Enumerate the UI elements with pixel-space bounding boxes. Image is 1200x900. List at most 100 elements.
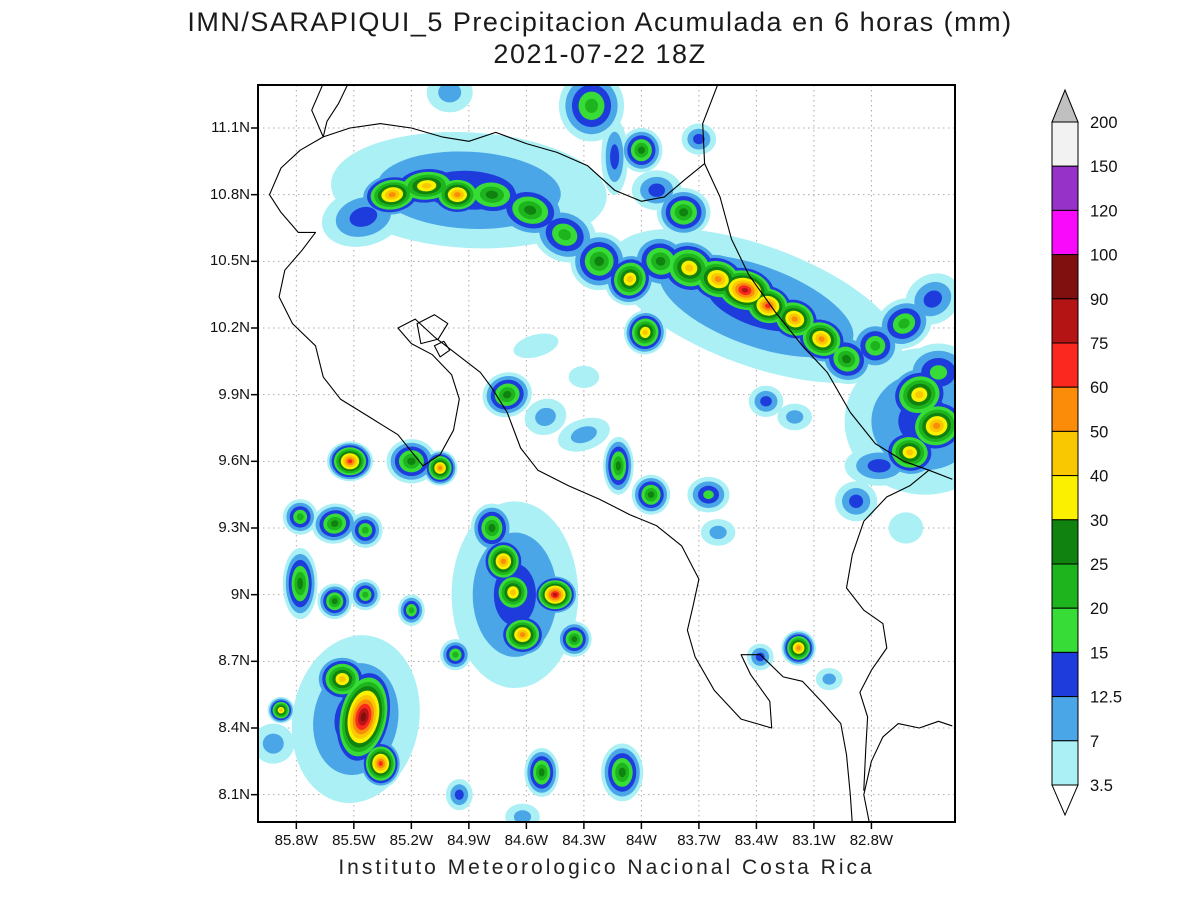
precip-contour — [585, 98, 598, 113]
y-tick-label: 9.3N — [218, 519, 250, 536]
colorbar-band — [1051, 475, 1079, 521]
precip-contour — [647, 491, 655, 499]
precip-contour — [279, 708, 283, 712]
precip-contour — [842, 354, 851, 364]
precip-contour — [513, 333, 559, 359]
precipitation-map-svg — [251, 84, 956, 829]
colorbar-level-label: 60 — [1090, 379, 1108, 397]
coastline — [322, 85, 349, 138]
colorbar-level-label: 50 — [1090, 423, 1108, 441]
precip-contour — [349, 206, 378, 227]
precip-contour — [626, 275, 634, 283]
precip-contour — [822, 673, 836, 685]
colorbar-level-label: 100 — [1090, 247, 1118, 265]
precip-contour — [818, 336, 825, 342]
coastline — [416, 314, 449, 345]
colorbar-level-label: 120 — [1090, 202, 1118, 220]
colorbar: 200 150 120 100 90 75 60 50 40 30 25 20 15 12.5 7 3.5 — [1048, 88, 1158, 828]
precip-contour — [454, 192, 461, 198]
precip-contour — [898, 318, 910, 329]
precip-contour — [610, 144, 620, 170]
precip-contour — [703, 490, 714, 500]
y-tick-label: 8.4N — [218, 719, 250, 736]
coastline — [702, 85, 953, 480]
colorbar-level-label: 30 — [1090, 512, 1108, 530]
precip-contour — [755, 652, 765, 662]
precip-contour — [361, 526, 369, 534]
precip-contour — [408, 607, 415, 614]
precip-contour — [568, 365, 600, 388]
precip-contour — [786, 410, 804, 424]
coastline — [845, 469, 930, 791]
precip-contour — [923, 290, 943, 308]
precip-contour — [791, 316, 798, 322]
coastline — [322, 123, 706, 202]
chart-subtitle: 2021-07-22 18Z — [493, 39, 707, 69]
precip-contour — [538, 768, 545, 777]
precip-contour — [524, 205, 537, 215]
precip-contour — [488, 523, 496, 533]
precip-contour — [519, 632, 526, 638]
colorbar-level-label: 7 — [1090, 733, 1099, 751]
precip-contour — [362, 591, 369, 598]
precip-contour — [297, 577, 304, 590]
colorbar-svg: 200 150 120 100 90 75 60 50 40 30 25 20 15 12.5 7 3.5 — [1051, 88, 1122, 817]
precip-contour — [347, 459, 353, 464]
colorbar-band — [1051, 254, 1079, 300]
colorbar-under-arrow — [1051, 784, 1079, 817]
y-tick-label: 9.9N — [218, 385, 250, 403]
precip-contour — [870, 340, 881, 351]
x-tick-label: 84.9W — [447, 832, 491, 849]
colorbar-band — [1051, 563, 1079, 609]
x-tick-label: 84.6W — [504, 832, 549, 849]
colorbar-band — [1051, 342, 1079, 388]
precip-contour — [637, 146, 645, 154]
colorbar-band — [1051, 740, 1079, 786]
precip-contour — [262, 733, 284, 754]
precip-contour — [388, 192, 396, 198]
precip-contour — [338, 676, 346, 683]
precip-contour — [438, 85, 462, 103]
precip-contour — [535, 407, 556, 426]
y-tick-label: 9.6N — [218, 452, 250, 470]
precip-contour — [594, 256, 605, 267]
colorbar-level-label: 15 — [1090, 644, 1108, 662]
colorbar-level-label: 150 — [1090, 158, 1118, 176]
y-tick-label: 8.1N — [218, 785, 250, 803]
x-tick-label: 84W — [625, 832, 657, 849]
colorbar-band — [1051, 209, 1079, 256]
precip-contour — [888, 512, 924, 544]
precip-contour — [642, 329, 648, 336]
x-tick-label: 83.7W — [677, 832, 721, 849]
y-tick-label: 10.5N — [209, 252, 250, 270]
coastline — [433, 340, 451, 358]
precip-contour — [741, 287, 749, 293]
x-tick-label: 84.3W — [562, 832, 606, 849]
colorbar-over-arrow — [1051, 88, 1079, 123]
precip-contour — [331, 598, 338, 605]
precip-contour — [510, 589, 516, 596]
x-tick-label: 83.1W — [792, 832, 836, 849]
x-tick-label: 85.5W — [332, 832, 376, 849]
precip-contour — [929, 365, 948, 380]
colorbar-level-label: 75 — [1090, 335, 1108, 353]
y-tick-label: 10.8N — [209, 185, 250, 203]
coastline — [268, 85, 853, 822]
precip-contour — [378, 761, 383, 766]
map-layers — [258, 85, 955, 822]
colorbar-level-label: 20 — [1090, 600, 1108, 618]
x-tick-label: 85.8W — [274, 832, 318, 849]
precip-contour — [360, 712, 367, 722]
precip-contour — [685, 264, 694, 272]
precip-contour — [454, 789, 464, 800]
y-tick-label: 11.1N — [211, 119, 250, 136]
coastline — [863, 720, 953, 822]
precip-contour — [915, 391, 924, 399]
colorbar-band — [1051, 651, 1079, 698]
x-tick-label: 82.8W — [849, 832, 894, 849]
precip-contour — [558, 229, 572, 241]
y-tick-label: 8.7N — [218, 652, 250, 670]
map-plot-area: 85.8W 85.5W 85.2W 84.9W 84.6W 84.3W 84W 83.7W 83… — [210, 84, 956, 849]
x-tick-label: 83.4W — [734, 832, 779, 849]
